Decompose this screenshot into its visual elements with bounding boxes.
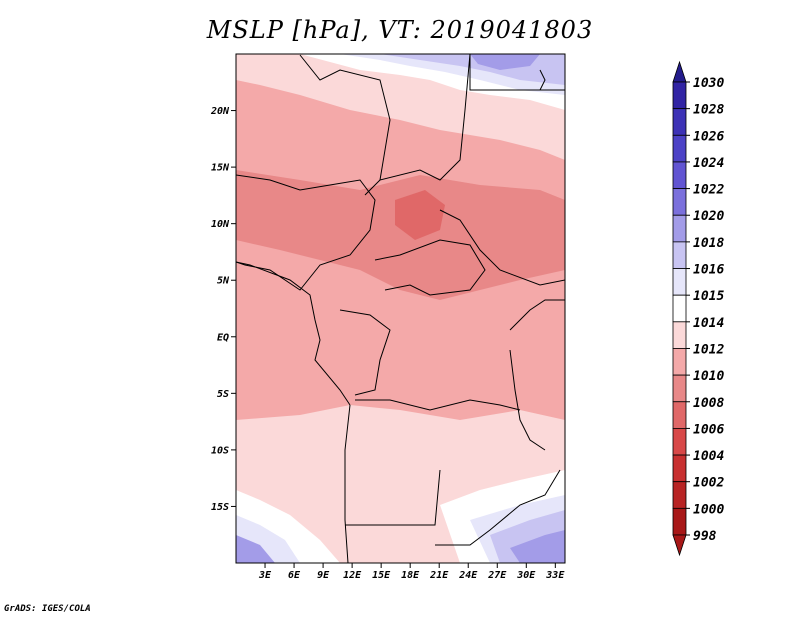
lon-tick-label: 12E [343, 570, 362, 581]
colorbar-label: 1006 [693, 422, 724, 437]
colorbar-label: 1016 [693, 263, 724, 278]
field-sw-1018 [236, 535, 275, 563]
field-se-1018 [510, 530, 565, 563]
chart-title: MSLP [hPa], VT: 2019041803 [206, 16, 594, 44]
country-borders [236, 54, 565, 563]
border-path [344, 404, 351, 563]
colorbar-swatch [672, 241, 687, 269]
colorbar-label: 1000 [693, 502, 724, 517]
colorbar-swatch [672, 81, 687, 110]
lat-tick-label: EQ [217, 332, 229, 343]
colorbar-label: 1010 [693, 369, 724, 384]
colorbar-label: 1012 [693, 342, 724, 357]
colorbar-swatch [672, 481, 687, 509]
field-center-1008 [236, 170, 565, 300]
lat-tick-label: 5N [217, 276, 230, 287]
lon-tick-label: 6E [288, 570, 301, 581]
mslp-field [236, 54, 565, 563]
lon-tick-label: 9E [317, 570, 330, 581]
field-center-1006 [395, 190, 445, 240]
colorbar-label: 1026 [693, 129, 724, 144]
border-path [509, 349, 546, 451]
colorbar-label: 1028 [693, 103, 724, 118]
lat-tick-label: 10S [211, 445, 229, 456]
colorbar-label: 1018 [693, 236, 724, 251]
lon-tick-label: 21E [429, 570, 449, 581]
colorbar-swatch [672, 294, 687, 323]
colorbar-label: 1008 [693, 396, 724, 411]
colorbar-swatch [672, 161, 687, 189]
lat-tick-label: 20N [210, 106, 230, 117]
colorbar-swatch [672, 321, 687, 349]
colorbar-swatch [672, 268, 687, 296]
colorbar-swatch [672, 134, 687, 163]
border-path [509, 299, 565, 331]
colorbar-label: 1022 [693, 183, 724, 198]
colorbar-bottom-arrow [672, 534, 687, 557]
lon-tick-label: 24E [458, 570, 478, 581]
coastline [236, 261, 351, 406]
lat-tick-label: 15N [211, 163, 230, 174]
grads-credit: GrADS: IGES/COLA [4, 604, 91, 614]
border-path [379, 54, 471, 181]
lat-tick-label: 15S [211, 502, 229, 513]
colorbar-label: 1015 [693, 289, 724, 304]
border-path [236, 174, 376, 291]
colorbar-swatch [672, 374, 687, 403]
colorbar-label: 1004 [693, 449, 724, 464]
colorbar-swatch [672, 348, 687, 376]
colorbar-top-arrow [672, 60, 687, 83]
colorbar-swatch [672, 454, 687, 483]
field-north-1018 [470, 54, 540, 70]
border-path [345, 469, 441, 526]
colorbar-swatch [672, 507, 687, 536]
lat-tick-label: 10N [211, 219, 230, 230]
colorbar-swatch [672, 428, 687, 456]
border-path [374, 239, 486, 296]
border-path [355, 399, 521, 411]
lon-axis: 3E 6E 9E 12E 15E 18E 21E 24E 27E 30E 33E [258, 563, 565, 581]
border-path [439, 209, 565, 286]
colorbar-label: 1002 [693, 476, 724, 491]
border-path [339, 309, 391, 396]
colorbar: 1030 1028 1026 1024 1022 1020 1018 1016 1015 1014… [672, 60, 724, 557]
border-path [435, 469, 561, 546]
colorbar-swatch [672, 214, 687, 243]
lon-tick-label: 18E [401, 570, 420, 581]
colorbar-swatch [672, 108, 687, 136]
colorbar-swatch [672, 401, 687, 429]
colorbar-label: 998 [693, 529, 717, 544]
lon-tick-label: 27E [487, 570, 507, 581]
colorbar-swatch [672, 188, 687, 216]
colorbar-label: 1020 [693, 209, 724, 224]
map-frame [235, 53, 566, 564]
border-path [539, 69, 546, 91]
colorbar-label: 1014 [693, 316, 724, 331]
lon-tick-label: 3E [258, 570, 272, 581]
lon-tick-label: 33E [545, 570, 565, 581]
border-path [469, 54, 565, 91]
lon-tick-label: 30E [516, 570, 536, 581]
lat-tick-label: 5S [217, 389, 229, 400]
colorbar-label: 1024 [693, 156, 724, 171]
lat-axis: 20N 15N 10N 5N EQ 5S 10S 15S [210, 106, 236, 513]
lon-tick-label: 15E [372, 570, 391, 581]
colorbar-label: 1030 [693, 76, 724, 91]
